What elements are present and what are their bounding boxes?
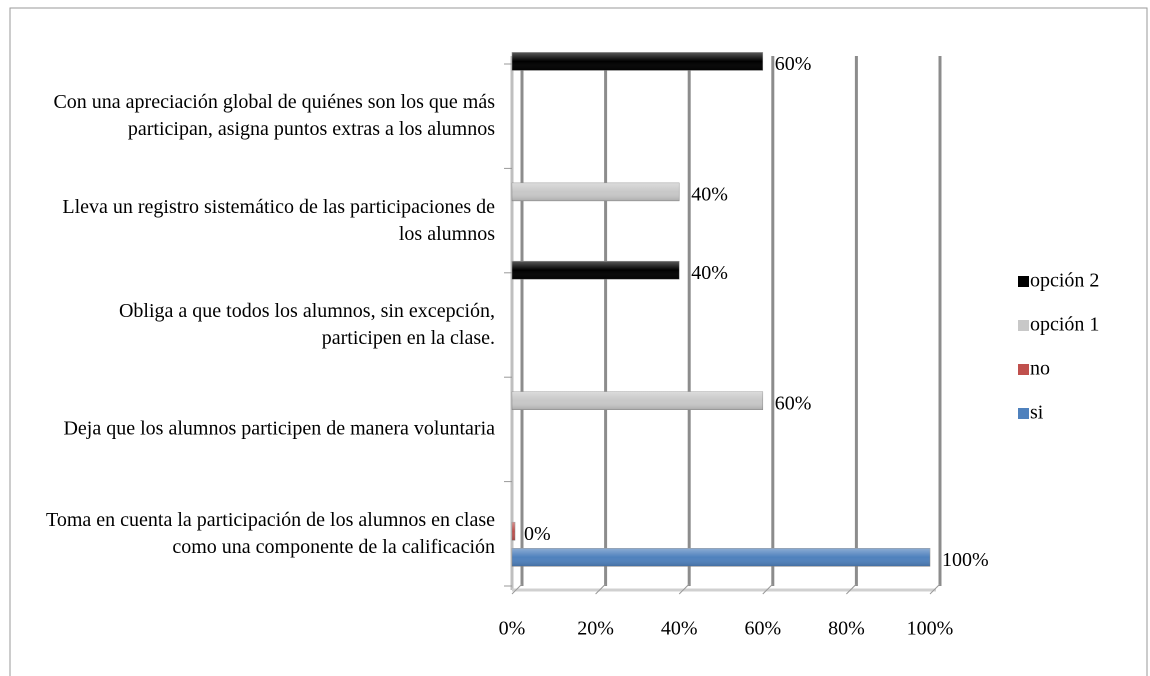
data-label: 60% — [775, 392, 812, 414]
bar-shade — [512, 548, 930, 567]
x-tick-mark — [595, 583, 606, 595]
bar-shade — [512, 182, 680, 201]
legend-swatch — [1018, 276, 1029, 287]
x-tick-mark — [929, 583, 941, 595]
data-label: 100% — [942, 549, 989, 571]
legend-swatch — [1018, 408, 1029, 419]
y-tick-label: Toma en cuenta la participación de los a… — [46, 508, 495, 558]
x-tick-label: 40% — [661, 618, 698, 640]
data-label: 40% — [691, 262, 728, 284]
y-tick-label: Con una apreciación global de quiénes so… — [53, 91, 495, 141]
x-tick-mark — [846, 583, 857, 595]
legend-swatch — [1018, 364, 1029, 375]
x-tick-mark — [762, 583, 774, 595]
legend-label: opción 2 — [1030, 270, 1099, 292]
bar-shade — [512, 261, 680, 280]
data-label: 60% — [775, 53, 812, 75]
x-tick-label: 80% — [828, 618, 865, 640]
legend-swatch — [1018, 320, 1029, 331]
chart-frame — [9, 7, 1148, 676]
data-label: 40% — [691, 183, 728, 205]
bar-shade — [512, 391, 763, 410]
y-tick-label: Deja que los alumnos participen de maner… — [63, 417, 495, 440]
bar-shade — [512, 52, 763, 71]
data-label: 0% — [524, 523, 551, 545]
legend-label: opción 1 — [1030, 314, 1099, 336]
x-tick-label: 60% — [744, 618, 781, 640]
y-tick-label: Lleva un registro sistemático de las par… — [62, 195, 495, 245]
x-tick-label: 100% — [907, 618, 954, 640]
legend-label: no — [1030, 358, 1050, 380]
legend-label: si — [1030, 402, 1044, 424]
x-tick-label: 20% — [577, 618, 614, 640]
x-tick-mark — [678, 583, 690, 595]
y-tick-label: Obliga a que todos los alumnos, sin exce… — [118, 300, 495, 349]
x-tick-mark — [511, 583, 523, 595]
x-tick-label: 0% — [499, 618, 526, 640]
bar-shade — [512, 522, 515, 541]
